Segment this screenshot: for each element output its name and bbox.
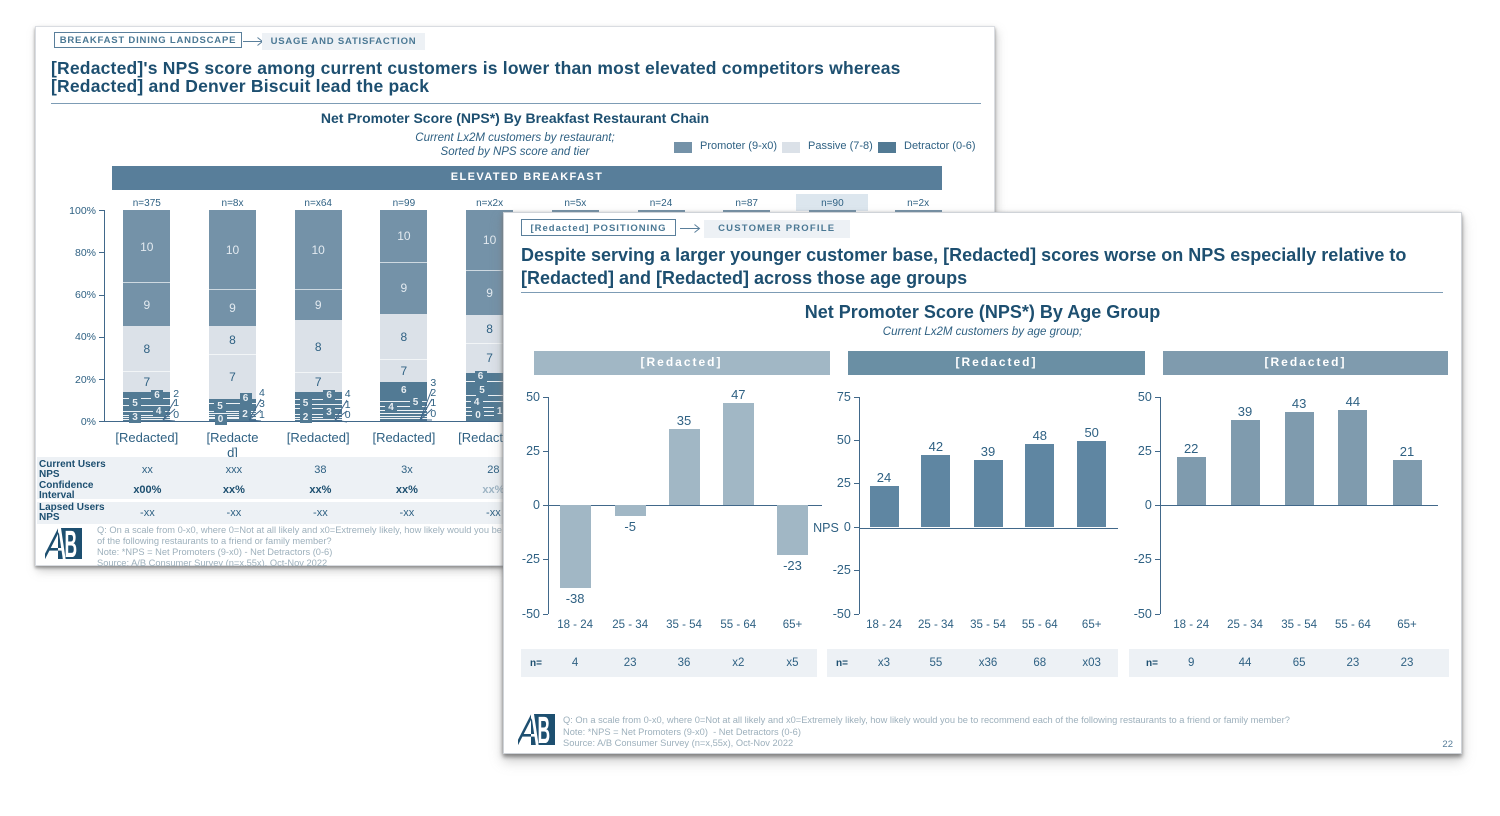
svg-text:B: B: [65, 528, 78, 559]
svg-text:B: B: [538, 714, 551, 745]
